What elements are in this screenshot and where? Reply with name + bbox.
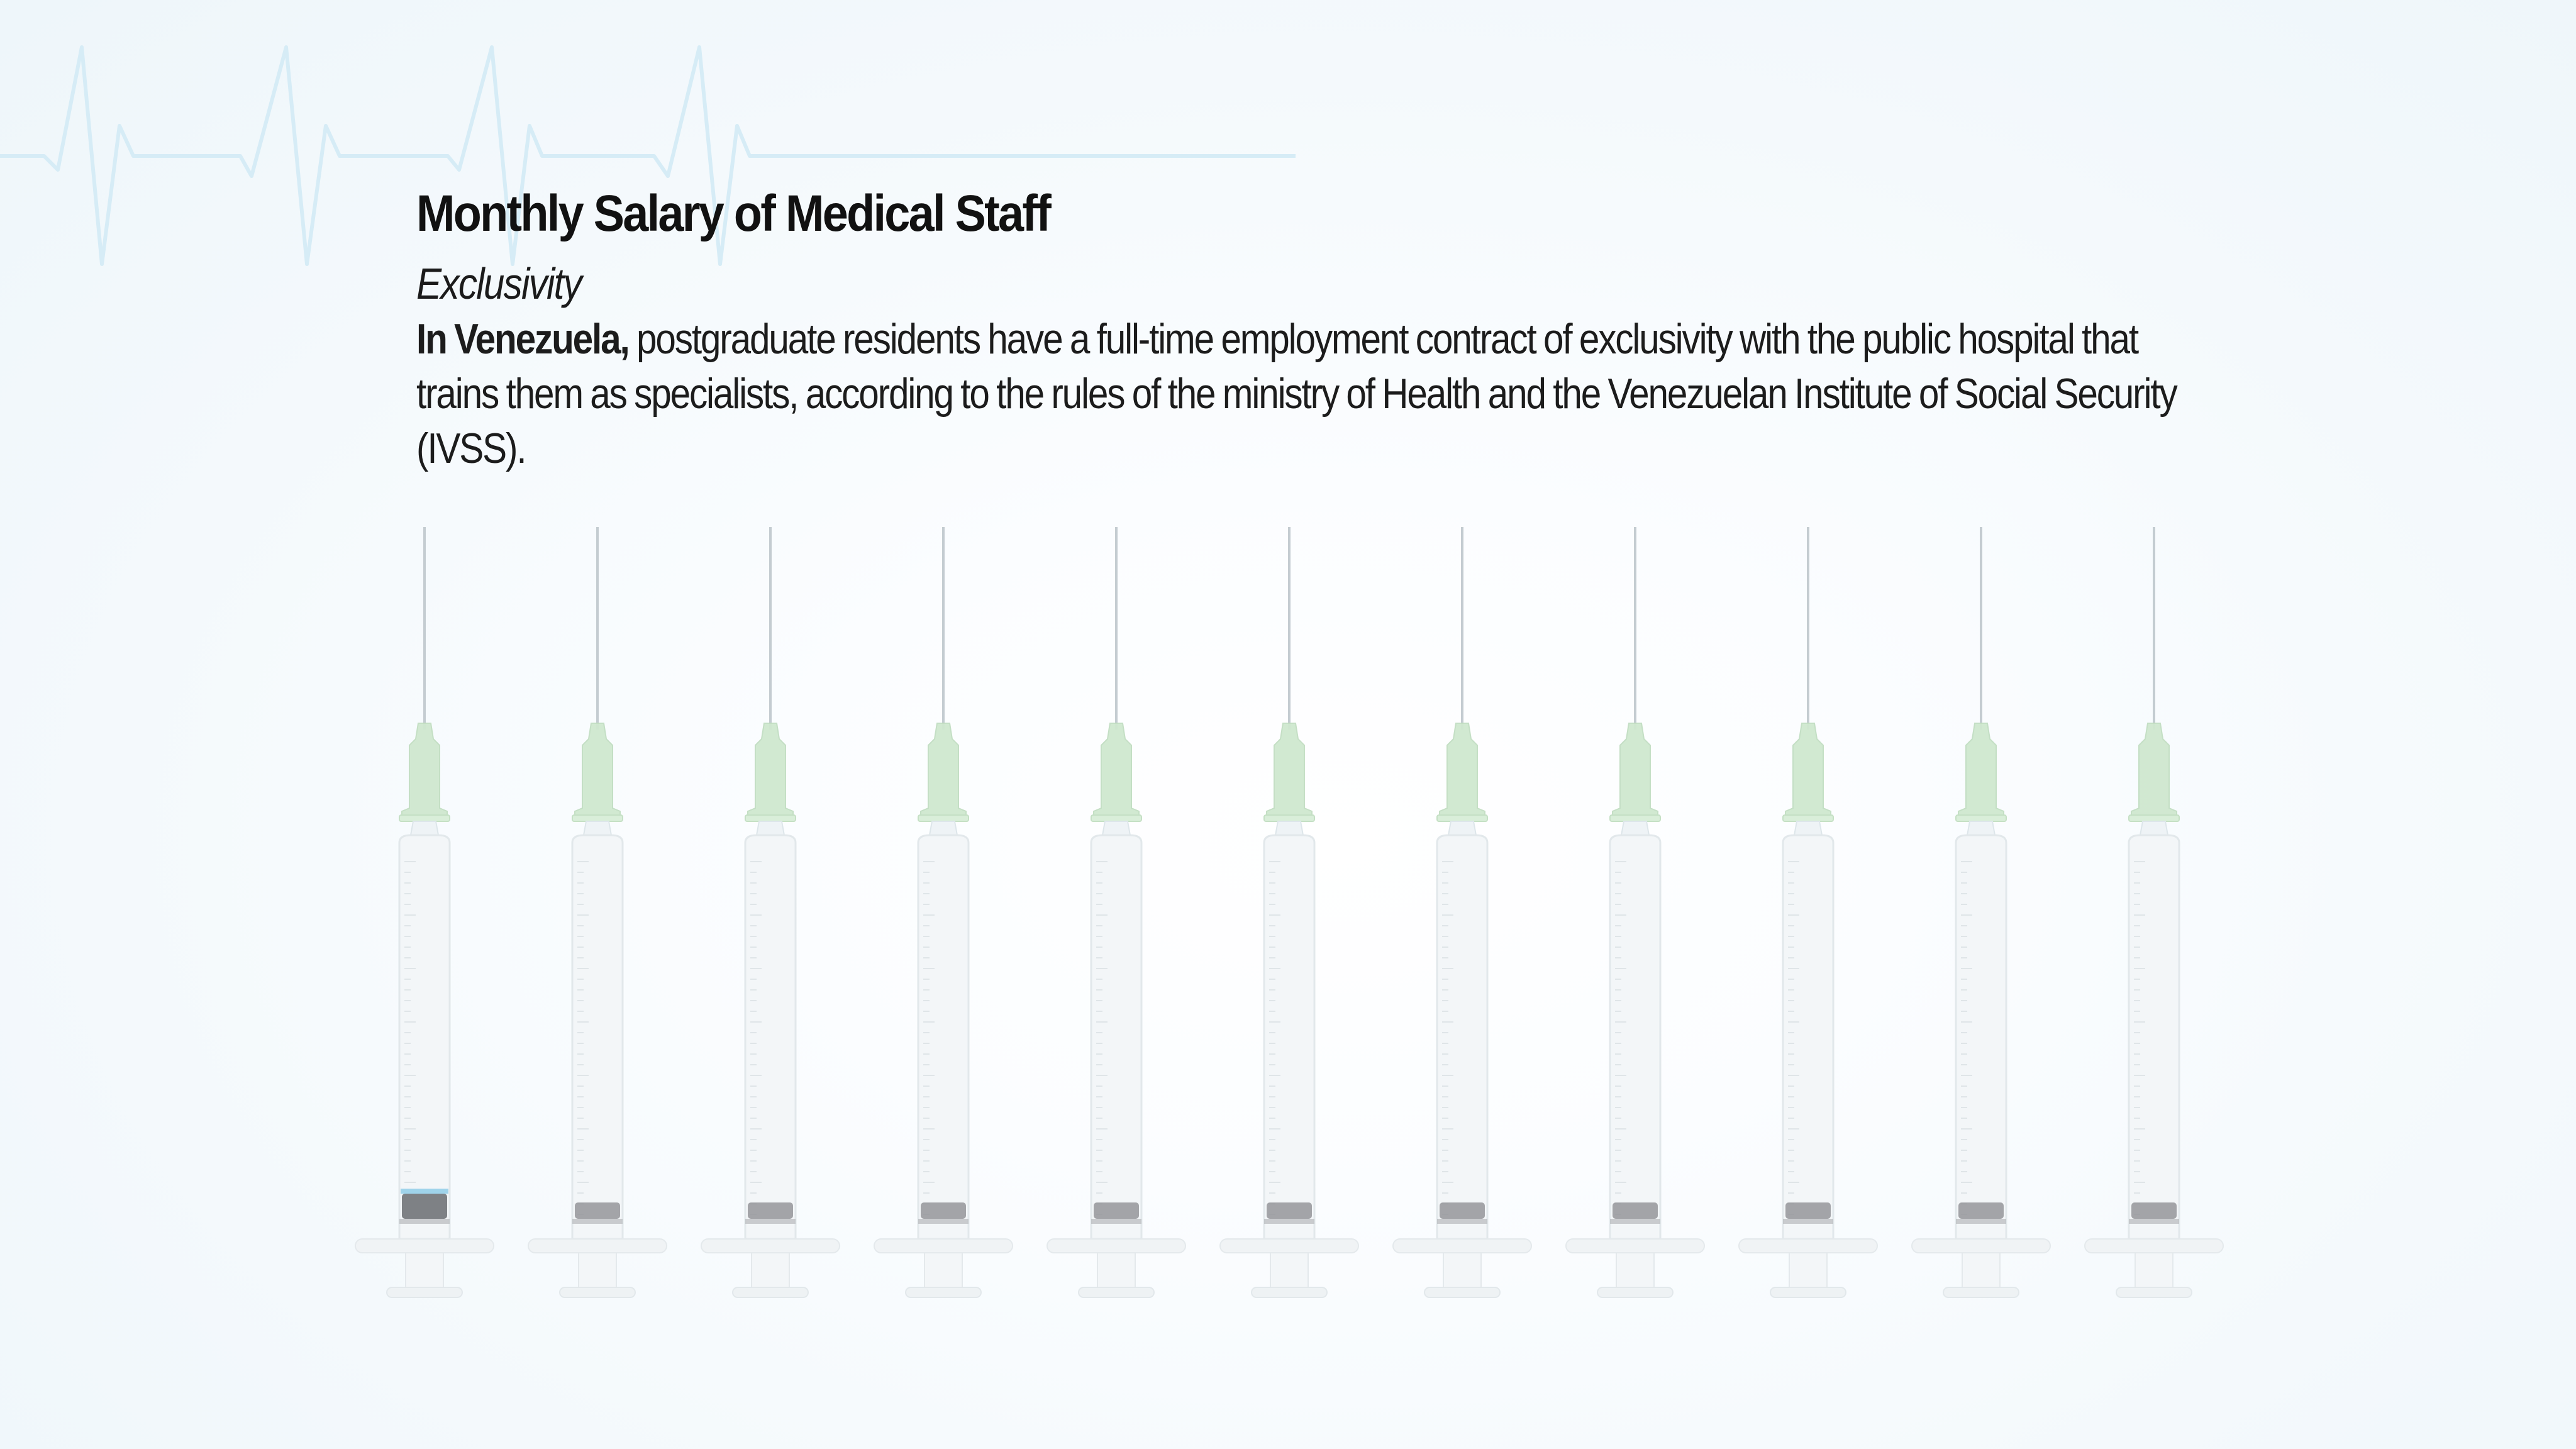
syringe-icon (1565, 527, 1705, 1298)
syringe-icon (1046, 527, 1186, 1298)
description-body: postgraduate residents have a full-time … (416, 315, 2178, 472)
heartbeat-line-icon (0, 45, 1296, 266)
description-lead: In Venezuela, (416, 315, 630, 363)
subtitle: Exclusivity (416, 259, 582, 308)
text-block: Monthly Salary of Medical Staff Exclusiv… (416, 182, 2253, 476)
syringe-icon (355, 527, 494, 1298)
page-title: Monthly Salary of Medical Staff (416, 185, 1052, 242)
syringe-icon (528, 527, 667, 1298)
syringe-icon (1738, 527, 1878, 1298)
syringe-icon (701, 527, 840, 1298)
syringe-icon (1911, 527, 2051, 1298)
syringe-icon (1392, 527, 1532, 1298)
syringe-icon (874, 527, 1013, 1298)
syringe-icon (2084, 527, 2224, 1298)
syringe-icon (1219, 527, 1359, 1298)
description: In Venezuela, postgraduate residents hav… (416, 312, 2212, 476)
syringe-row (355, 527, 2224, 1298)
